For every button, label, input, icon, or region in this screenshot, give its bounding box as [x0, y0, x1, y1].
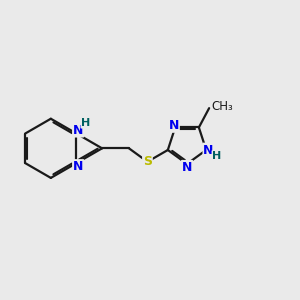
Text: H: H — [81, 118, 91, 128]
Text: N: N — [169, 119, 179, 132]
Text: S: S — [143, 155, 152, 168]
Text: N: N — [73, 124, 83, 137]
Text: H: H — [212, 151, 222, 161]
Text: N: N — [73, 160, 83, 173]
Text: N: N — [182, 161, 192, 174]
Text: CH₃: CH₃ — [211, 100, 233, 113]
Text: N: N — [203, 143, 214, 157]
